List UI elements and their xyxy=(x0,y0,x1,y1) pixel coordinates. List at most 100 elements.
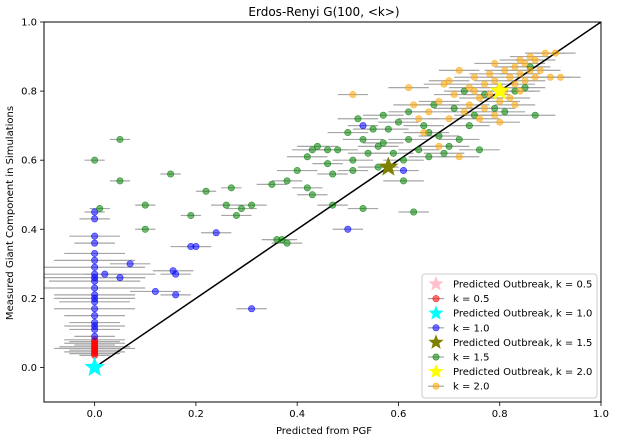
legend-point-marker xyxy=(432,353,440,361)
data-point xyxy=(172,291,180,299)
data-point xyxy=(364,149,372,157)
data-point xyxy=(91,256,99,264)
data-point xyxy=(430,101,438,109)
data-point xyxy=(126,260,134,268)
legend-star-marker xyxy=(428,305,444,320)
data-point xyxy=(141,225,149,233)
data-point xyxy=(384,125,392,133)
y-axis-ticks: 0.0 0.2 0.4 0.6 0.8 1.0 xyxy=(21,18,44,374)
data-point xyxy=(116,135,124,143)
legend-label: Predicted Outbreak, k = 0.5 xyxy=(453,280,592,291)
data-point xyxy=(546,73,554,81)
data-point xyxy=(445,77,453,85)
data-point xyxy=(400,177,408,185)
data-point xyxy=(324,160,332,168)
reference-line xyxy=(94,22,601,369)
y-tick-label: 0.4 xyxy=(21,225,37,236)
legend-star-marker xyxy=(428,276,444,291)
data-point xyxy=(470,111,478,119)
y-axis-label: Measured Giant Component in Simulations xyxy=(5,106,16,320)
data-point xyxy=(349,167,357,175)
data-point xyxy=(91,332,99,340)
data-point xyxy=(551,49,559,57)
data-point xyxy=(531,56,539,64)
data-point xyxy=(192,243,200,251)
x-tick-label: 0.4 xyxy=(289,409,305,420)
data-point xyxy=(465,84,473,92)
data-point xyxy=(369,125,377,133)
chart-title: Erdos-Renyi G(100, <k>) xyxy=(248,5,399,19)
data-point xyxy=(379,111,387,119)
data-point xyxy=(91,249,99,257)
data-point xyxy=(303,153,311,161)
legend-label: k = 1.0 xyxy=(453,323,489,334)
legend-label: Predicted Outbreak, k = 2.0 xyxy=(453,367,592,378)
y-tick-label: 0.6 xyxy=(21,156,37,167)
data-point xyxy=(491,59,499,67)
data-point xyxy=(167,170,175,178)
data-point xyxy=(410,101,418,109)
x-tick-label: 0.6 xyxy=(391,409,407,420)
legend: Predicted Outbreak, k = 0.5 k = 0.5 Predic… xyxy=(421,273,598,399)
data-point xyxy=(491,77,499,85)
data-point xyxy=(511,63,519,71)
data-point xyxy=(460,108,468,116)
legend-star-marker xyxy=(428,334,444,349)
data-point xyxy=(283,177,291,185)
data-point xyxy=(303,184,311,192)
data-point xyxy=(91,322,99,330)
data-point xyxy=(91,294,99,302)
data-point xyxy=(151,287,159,295)
data-point xyxy=(465,101,473,109)
data-point xyxy=(405,108,413,116)
data-point xyxy=(506,94,514,102)
data-point xyxy=(379,139,387,147)
data-point xyxy=(516,87,524,95)
data-point xyxy=(455,135,463,143)
data-point xyxy=(359,135,367,143)
data-point xyxy=(521,59,529,67)
data-point xyxy=(405,135,413,143)
data-point xyxy=(227,184,235,192)
legend-box xyxy=(421,273,598,399)
data-point xyxy=(425,108,433,116)
data-point xyxy=(91,305,99,313)
data-point xyxy=(440,80,448,88)
legend-point-marker xyxy=(432,295,440,303)
data-point xyxy=(455,66,463,74)
data-point xyxy=(415,115,423,123)
data-point xyxy=(410,208,418,216)
data-point xyxy=(91,156,99,164)
data-point xyxy=(511,80,519,88)
data-point xyxy=(202,187,210,195)
data-point xyxy=(440,149,448,157)
data-point xyxy=(354,115,362,123)
data-point xyxy=(374,142,382,150)
data-point xyxy=(329,170,337,178)
data-point xyxy=(96,205,104,213)
data-point xyxy=(481,104,489,112)
data-point xyxy=(187,211,195,219)
data-point xyxy=(101,270,109,278)
data-point xyxy=(486,91,494,99)
data-point xyxy=(91,274,99,282)
data-point xyxy=(556,73,564,81)
data-point xyxy=(91,208,99,216)
data-point xyxy=(435,97,443,105)
data-point xyxy=(460,87,468,95)
data-point xyxy=(344,225,352,233)
data-point xyxy=(475,94,483,102)
data-point xyxy=(400,156,408,164)
data-point xyxy=(445,142,453,150)
y-tick-label: 0.8 xyxy=(21,87,37,98)
data-point xyxy=(425,153,433,161)
data-point xyxy=(516,70,524,78)
legend-label: Predicted Outbreak, k = 1.0 xyxy=(453,309,592,320)
data-point xyxy=(465,122,473,130)
data-point xyxy=(248,201,256,209)
y-tick-label: 1.0 xyxy=(21,18,37,29)
legend-label: k = 0.5 xyxy=(453,294,489,305)
data-point xyxy=(212,229,220,237)
data-point xyxy=(308,146,316,154)
